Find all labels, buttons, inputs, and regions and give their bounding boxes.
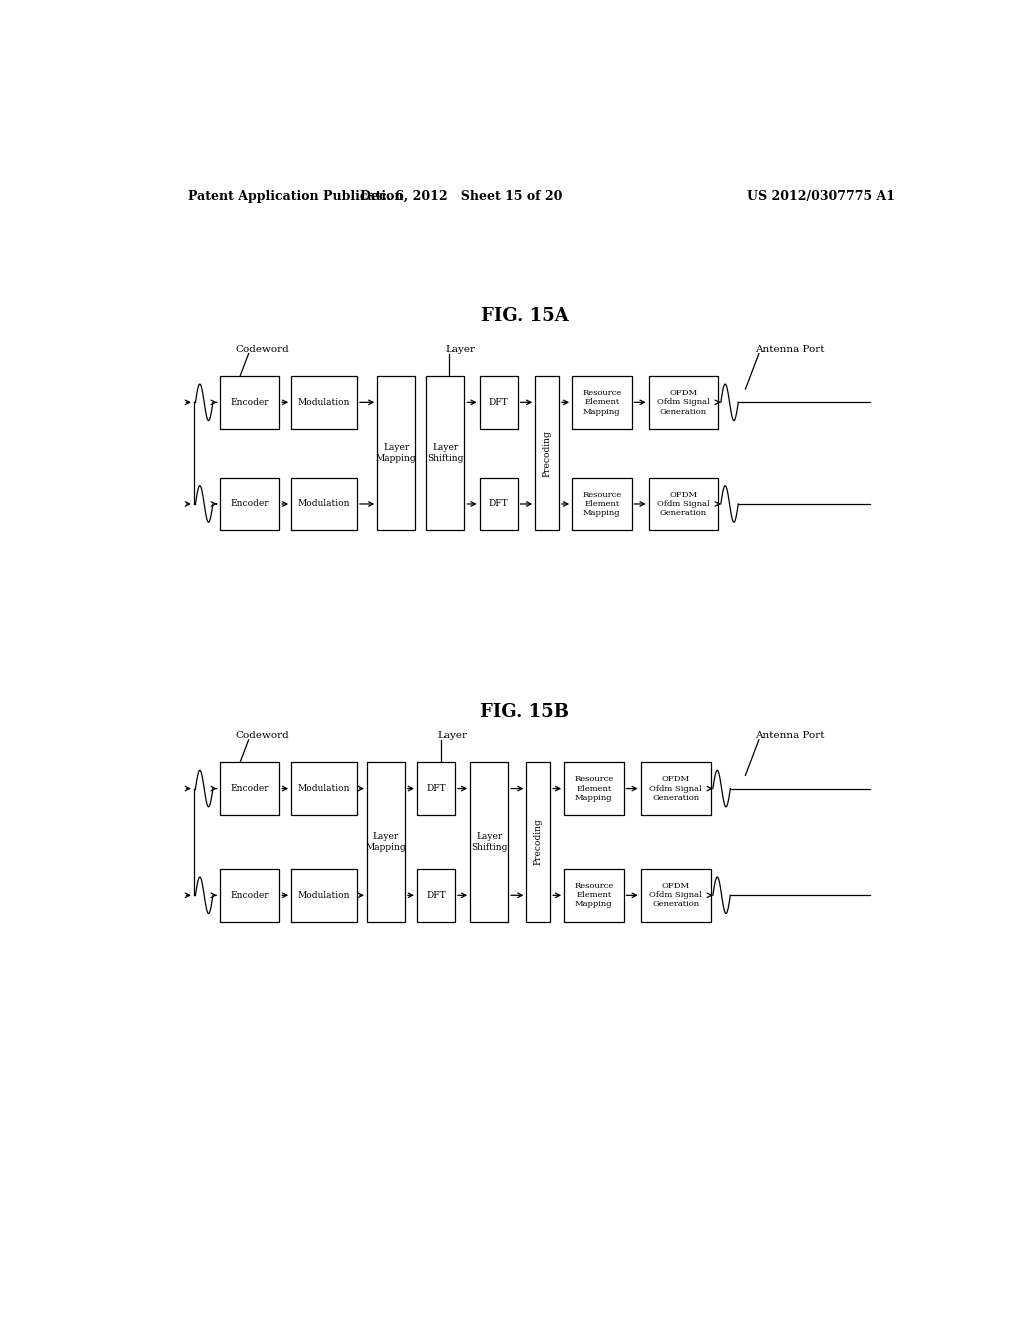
FancyBboxPatch shape: [417, 762, 455, 814]
FancyBboxPatch shape: [220, 762, 280, 814]
Text: Resource
Element
Mapping: Resource Element Mapping: [583, 389, 622, 416]
FancyBboxPatch shape: [572, 376, 632, 429]
FancyBboxPatch shape: [526, 762, 550, 921]
Text: OFDM
Ofdm Signal
Generation: OFDM Ofdm Signal Generation: [657, 491, 710, 517]
FancyBboxPatch shape: [220, 478, 280, 531]
FancyBboxPatch shape: [220, 376, 280, 429]
Text: Resource
Element
Mapping: Resource Element Mapping: [574, 775, 613, 801]
Text: OFDM
Ofdm Signal
Generation: OFDM Ofdm Signal Generation: [649, 775, 702, 801]
Text: Codeword: Codeword: [236, 731, 289, 739]
Text: Layer
Shifting: Layer Shifting: [471, 832, 507, 851]
FancyBboxPatch shape: [564, 762, 624, 814]
FancyBboxPatch shape: [536, 376, 559, 531]
FancyBboxPatch shape: [648, 478, 719, 531]
FancyBboxPatch shape: [641, 762, 711, 814]
Text: Encoder: Encoder: [230, 784, 268, 793]
Text: Layer: Layer: [445, 345, 475, 354]
Text: FIG. 15A: FIG. 15A: [481, 308, 568, 325]
FancyBboxPatch shape: [367, 762, 404, 921]
Text: Modulation: Modulation: [298, 891, 350, 900]
Text: Dec. 6, 2012   Sheet 15 of 20: Dec. 6, 2012 Sheet 15 of 20: [360, 190, 562, 202]
Text: Resource
Element
Mapping: Resource Element Mapping: [574, 882, 613, 908]
Text: Antenna Port: Antenna Port: [755, 345, 824, 354]
Text: OFDM
Ofdm Signal
Generation: OFDM Ofdm Signal Generation: [649, 882, 702, 908]
Text: Modulation: Modulation: [298, 499, 350, 508]
Text: US 2012/0307775 A1: US 2012/0307775 A1: [748, 190, 895, 202]
Text: Precoding: Precoding: [534, 818, 543, 866]
FancyBboxPatch shape: [564, 869, 624, 921]
FancyBboxPatch shape: [291, 869, 357, 921]
FancyBboxPatch shape: [377, 376, 416, 531]
FancyBboxPatch shape: [648, 376, 719, 429]
Text: Layer
Shifting: Layer Shifting: [427, 444, 464, 463]
Text: Layer
Mapping: Layer Mapping: [376, 444, 417, 463]
Text: DFT: DFT: [488, 397, 509, 407]
FancyBboxPatch shape: [479, 376, 518, 429]
Text: DFT: DFT: [488, 499, 509, 508]
Text: FIG. 15B: FIG. 15B: [480, 704, 569, 721]
Text: Layer: Layer: [437, 731, 468, 739]
Text: Precoding: Precoding: [543, 430, 552, 477]
Text: Encoder: Encoder: [230, 891, 268, 900]
Text: Modulation: Modulation: [298, 397, 350, 407]
FancyBboxPatch shape: [479, 478, 518, 531]
FancyBboxPatch shape: [220, 869, 280, 921]
Text: OFDM
Ofdm Signal
Generation: OFDM Ofdm Signal Generation: [657, 389, 710, 416]
Text: Patent Application Publication: Patent Application Publication: [187, 190, 403, 202]
Text: Resource
Element
Mapping: Resource Element Mapping: [583, 491, 622, 517]
Text: Antenna Port: Antenna Port: [755, 731, 824, 739]
FancyBboxPatch shape: [291, 376, 357, 429]
FancyBboxPatch shape: [426, 376, 465, 531]
Text: Codeword: Codeword: [236, 345, 289, 354]
FancyBboxPatch shape: [470, 762, 508, 921]
Text: Layer
Mapping: Layer Mapping: [366, 832, 407, 851]
FancyBboxPatch shape: [641, 869, 711, 921]
FancyBboxPatch shape: [572, 478, 632, 531]
Text: Encoder: Encoder: [230, 499, 268, 508]
Text: Encoder: Encoder: [230, 397, 268, 407]
FancyBboxPatch shape: [291, 762, 357, 814]
Text: DFT: DFT: [426, 784, 445, 793]
FancyBboxPatch shape: [417, 869, 455, 921]
Text: Modulation: Modulation: [298, 784, 350, 793]
FancyBboxPatch shape: [291, 478, 357, 531]
Text: DFT: DFT: [426, 891, 445, 900]
